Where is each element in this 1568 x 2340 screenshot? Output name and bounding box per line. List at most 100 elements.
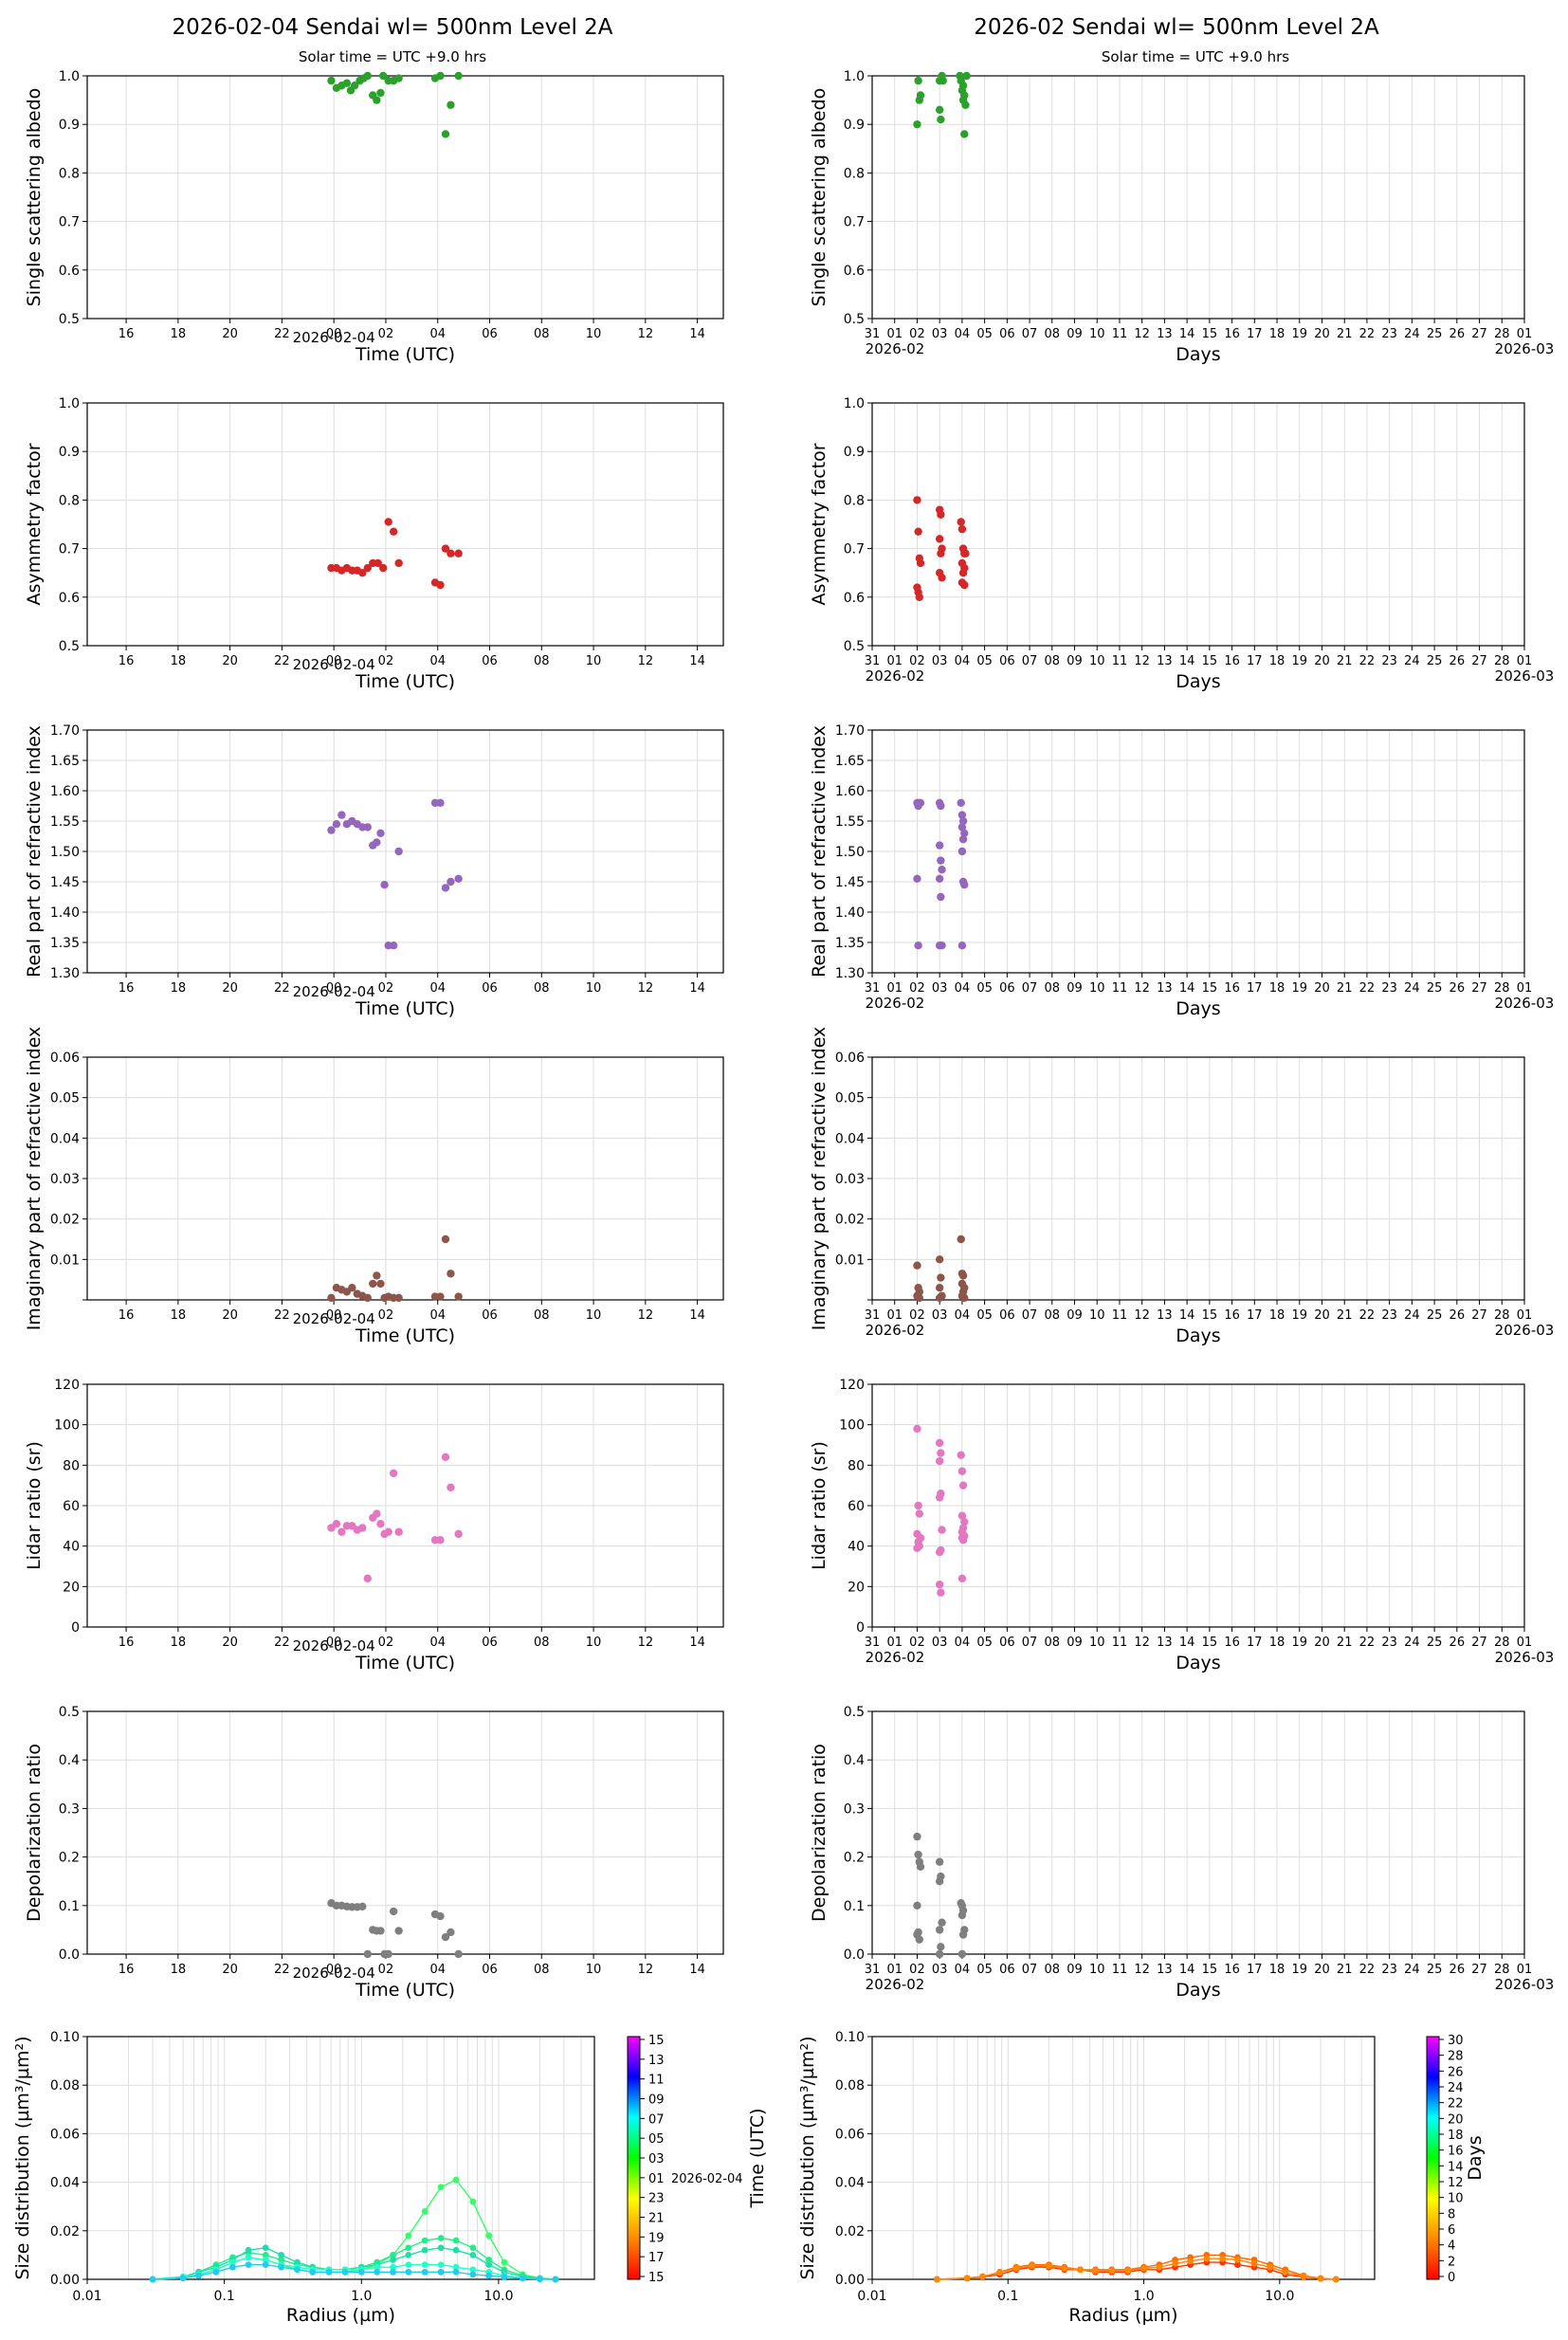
y-tick-label: 0.6 bbox=[844, 264, 865, 279]
data-point bbox=[957, 1451, 965, 1459]
x-tick-label: 18 bbox=[171, 1636, 187, 1650]
x-tick-label: 22 bbox=[274, 981, 290, 996]
size-data-point bbox=[501, 2274, 508, 2280]
data-point bbox=[376, 829, 385, 837]
data-point bbox=[957, 518, 965, 526]
x-tick-label: 12 bbox=[638, 1636, 654, 1650]
data-point bbox=[937, 856, 945, 865]
y-tick-label: 1.30 bbox=[50, 966, 80, 981]
y-tick-label: 0.9 bbox=[59, 445, 80, 460]
data-point bbox=[454, 71, 463, 81]
y-tick-label: 0.1 bbox=[59, 1899, 80, 1914]
x-date-label: 2026-02-04 bbox=[293, 1310, 375, 1327]
data-point bbox=[436, 798, 445, 807]
x-tick-label: 16 bbox=[1224, 981, 1240, 996]
y-tick-label: 0.00 bbox=[50, 2273, 80, 2288]
size-data-point bbox=[405, 2244, 412, 2252]
x-end-label: 2026-03 bbox=[1495, 1976, 1555, 1993]
x-tick-label: 05 bbox=[976, 1636, 993, 1650]
x-tick-label: 10 bbox=[1089, 1308, 1105, 1323]
x-tick-label: 18 bbox=[1269, 1963, 1285, 1977]
data-point bbox=[436, 580, 445, 590]
data-point bbox=[373, 96, 381, 104]
x-tick-label: 27 bbox=[1471, 654, 1487, 668]
x-tick-label: 19 bbox=[1291, 327, 1307, 341]
x-date-label: 2026-02-04 bbox=[293, 983, 375, 1000]
x-tick-label: 26 bbox=[1449, 1963, 1466, 1977]
x-tick-label: 16 bbox=[1224, 654, 1240, 668]
data-point bbox=[957, 1574, 967, 1583]
plot-frame bbox=[871, 1710, 1525, 1955]
size-data-point bbox=[1234, 2261, 1241, 2269]
data-point bbox=[441, 884, 450, 892]
plot-frame bbox=[86, 402, 724, 647]
x-tick-label: 08 bbox=[1045, 327, 1061, 341]
data-point bbox=[960, 1293, 969, 1303]
x-tick-label: 20 bbox=[222, 327, 238, 341]
y-tick-label: 20 bbox=[848, 1580, 865, 1595]
y-tick-label: 40 bbox=[848, 1540, 865, 1555]
y-tick-label: 0.03 bbox=[835, 1172, 865, 1187]
colorbar-tick-label: 10 bbox=[1448, 2192, 1464, 2206]
size-data-point bbox=[294, 2258, 301, 2266]
data-point bbox=[914, 941, 922, 950]
y-tick-label: 0.8 bbox=[844, 166, 865, 181]
x-tick-label: 10 bbox=[586, 1963, 602, 1977]
colorbar-label: Days bbox=[1465, 2135, 1486, 2180]
size-data-point bbox=[421, 2268, 428, 2276]
x-tick-label: 14 bbox=[689, 1963, 705, 1977]
x-tick-label: 23 bbox=[1381, 1963, 1397, 1977]
x-tick-label: 16 bbox=[119, 1636, 135, 1650]
data-point bbox=[394, 1527, 403, 1536]
x-tick-label: 18 bbox=[171, 327, 187, 341]
x-tick-label: 11 bbox=[1112, 1636, 1128, 1650]
size-data-point bbox=[374, 2268, 381, 2276]
colorbar-tick-label: 13 bbox=[648, 2054, 665, 2068]
x-tick-label: 28 bbox=[1494, 327, 1510, 341]
x-tick-label: 05 bbox=[976, 1308, 993, 1323]
size-data-point bbox=[437, 2235, 445, 2241]
size-data-point bbox=[437, 2268, 445, 2276]
data-point bbox=[913, 1930, 921, 1939]
x-tick-label: 02 bbox=[909, 1963, 925, 1977]
data-point bbox=[441, 544, 450, 553]
x-tick-label: 17 bbox=[1247, 327, 1263, 341]
x-tick-label: 02 bbox=[909, 981, 925, 996]
y-tick-label: 1.0 bbox=[59, 396, 80, 411]
x-tick-label: 20 bbox=[222, 1308, 238, 1323]
y-tick-label: 0.08 bbox=[835, 2078, 865, 2093]
x-tick-label: 20 bbox=[222, 981, 238, 996]
x-tick-label: 00 bbox=[326, 1963, 342, 1977]
x-tick-label: 04 bbox=[955, 654, 971, 668]
data-point bbox=[937, 1943, 945, 1951]
size-data-point bbox=[469, 2244, 477, 2252]
x-tick-label: 25 bbox=[1427, 327, 1443, 341]
y-tick-label: 60 bbox=[848, 1499, 865, 1514]
data-point bbox=[938, 1918, 946, 1927]
x-tick-label: 10 bbox=[586, 327, 602, 341]
size-data-point bbox=[1061, 2265, 1068, 2272]
size-data-point bbox=[437, 2184, 445, 2191]
size-data-point bbox=[262, 2257, 269, 2263]
x-tick-label: 01 bbox=[886, 981, 903, 996]
data-point bbox=[957, 941, 967, 950]
x-tick-label: 05 bbox=[976, 654, 993, 668]
x-tick-label: 20 bbox=[1314, 1636, 1330, 1650]
x-tick-label: 04 bbox=[429, 981, 446, 996]
x-tick-label: 26 bbox=[1449, 1636, 1466, 1650]
data-point bbox=[960, 580, 969, 590]
data-point bbox=[962, 71, 971, 81]
colorbar bbox=[1426, 2036, 1440, 2280]
y-tick-label: 0.04 bbox=[835, 2176, 865, 2191]
size-data-point bbox=[1124, 2267, 1131, 2275]
x-start-label: 2026-02 bbox=[866, 995, 925, 1012]
x-tick-label: 01 bbox=[1517, 1636, 1533, 1650]
x-tick-label: 08 bbox=[1045, 1308, 1061, 1323]
x-tick-label: 18 bbox=[1269, 981, 1285, 996]
x-tick-label: 07 bbox=[1022, 1308, 1038, 1323]
x-tick-label: 11 bbox=[1112, 1308, 1128, 1323]
size-data-point bbox=[1046, 2262, 1052, 2270]
x-tick-label: 26 bbox=[1449, 981, 1466, 996]
size-data-point bbox=[485, 2232, 493, 2239]
x-tick-label: 01 bbox=[886, 654, 903, 668]
